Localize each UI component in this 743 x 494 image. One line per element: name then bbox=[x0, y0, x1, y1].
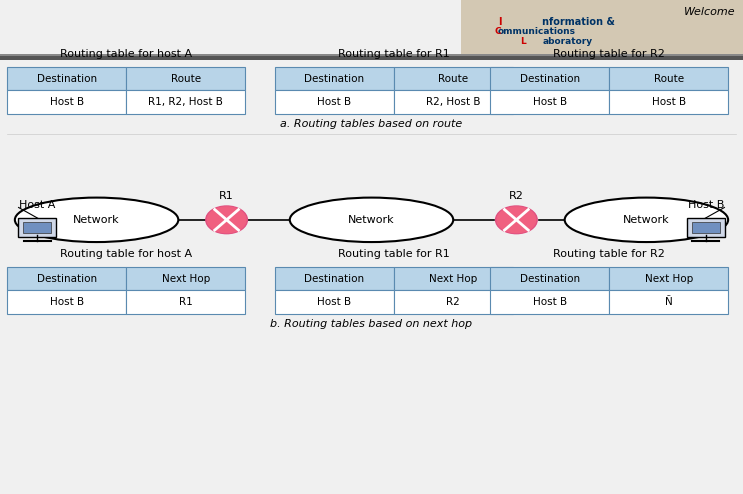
FancyBboxPatch shape bbox=[490, 290, 609, 314]
Text: R1, R2, Host B: R1, R2, Host B bbox=[149, 97, 223, 107]
FancyBboxPatch shape bbox=[126, 267, 245, 290]
FancyBboxPatch shape bbox=[275, 90, 394, 114]
Text: Routing table for host A: Routing table for host A bbox=[60, 249, 192, 259]
Text: Destination: Destination bbox=[305, 74, 364, 83]
Text: Host B: Host B bbox=[317, 97, 351, 107]
Text: Routing table for R1: Routing table for R1 bbox=[338, 249, 450, 259]
Text: C: C bbox=[494, 27, 501, 36]
FancyBboxPatch shape bbox=[0, 56, 743, 60]
Circle shape bbox=[496, 206, 537, 234]
Text: Route: Route bbox=[171, 74, 201, 83]
Text: R2, Host B: R2, Host B bbox=[426, 97, 481, 107]
Text: R1: R1 bbox=[219, 191, 234, 201]
FancyBboxPatch shape bbox=[692, 222, 719, 233]
FancyBboxPatch shape bbox=[0, 54, 743, 57]
FancyBboxPatch shape bbox=[7, 90, 126, 114]
Text: a. Routing tables based on route: a. Routing tables based on route bbox=[280, 119, 463, 129]
Text: ommunications: ommunications bbox=[498, 27, 576, 36]
Text: Destination: Destination bbox=[520, 74, 580, 83]
Text: Host B: Host B bbox=[533, 97, 567, 107]
Text: Host B: Host B bbox=[533, 297, 567, 307]
Text: Host B: Host B bbox=[652, 97, 686, 107]
Text: Host A: Host A bbox=[19, 201, 55, 210]
Text: Welcome: Welcome bbox=[684, 7, 736, 17]
FancyBboxPatch shape bbox=[126, 67, 245, 90]
FancyBboxPatch shape bbox=[126, 290, 245, 314]
Text: Network: Network bbox=[348, 215, 395, 225]
FancyBboxPatch shape bbox=[275, 67, 394, 90]
FancyBboxPatch shape bbox=[687, 218, 725, 237]
Circle shape bbox=[497, 207, 536, 233]
FancyBboxPatch shape bbox=[7, 67, 126, 90]
Ellipse shape bbox=[15, 198, 178, 242]
Text: Destination: Destination bbox=[305, 274, 364, 284]
Ellipse shape bbox=[565, 198, 728, 242]
FancyBboxPatch shape bbox=[609, 67, 728, 90]
FancyBboxPatch shape bbox=[7, 290, 126, 314]
Text: Host B: Host B bbox=[317, 297, 351, 307]
Text: I: I bbox=[498, 17, 502, 27]
Text: L: L bbox=[520, 37, 526, 46]
Text: Route: Route bbox=[654, 74, 684, 83]
Text: Destination: Destination bbox=[37, 74, 97, 83]
FancyBboxPatch shape bbox=[609, 90, 728, 114]
Text: Host B: Host B bbox=[50, 297, 84, 307]
FancyBboxPatch shape bbox=[394, 267, 513, 290]
Circle shape bbox=[207, 207, 246, 233]
Text: Next Hop: Next Hop bbox=[162, 274, 210, 284]
FancyBboxPatch shape bbox=[490, 67, 609, 90]
Text: Routing table for R2: Routing table for R2 bbox=[554, 49, 665, 59]
Text: Routing table for R1: Routing table for R1 bbox=[338, 49, 450, 59]
Text: R2: R2 bbox=[509, 191, 524, 201]
Text: R2: R2 bbox=[447, 297, 460, 307]
Text: Network: Network bbox=[74, 215, 120, 225]
Text: Next Hop: Next Hop bbox=[429, 274, 477, 284]
Text: Routing table for R2: Routing table for R2 bbox=[554, 249, 665, 259]
FancyBboxPatch shape bbox=[7, 267, 126, 290]
Text: R1: R1 bbox=[179, 297, 192, 307]
FancyBboxPatch shape bbox=[24, 222, 51, 233]
FancyBboxPatch shape bbox=[275, 267, 394, 290]
Text: Destination: Destination bbox=[37, 274, 97, 284]
Circle shape bbox=[206, 206, 247, 234]
Text: Routing table for host A: Routing table for host A bbox=[60, 49, 192, 59]
Text: Next Hop: Next Hop bbox=[645, 274, 692, 284]
FancyBboxPatch shape bbox=[394, 90, 513, 114]
FancyBboxPatch shape bbox=[394, 290, 513, 314]
Ellipse shape bbox=[290, 198, 453, 242]
Text: Ñ: Ñ bbox=[665, 297, 672, 307]
Text: Destination: Destination bbox=[520, 274, 580, 284]
FancyBboxPatch shape bbox=[490, 90, 609, 114]
FancyBboxPatch shape bbox=[609, 267, 728, 290]
FancyBboxPatch shape bbox=[490, 267, 609, 290]
FancyBboxPatch shape bbox=[394, 67, 513, 90]
FancyBboxPatch shape bbox=[609, 290, 728, 314]
FancyBboxPatch shape bbox=[126, 90, 245, 114]
FancyBboxPatch shape bbox=[275, 290, 394, 314]
Text: Network: Network bbox=[623, 215, 669, 225]
Text: Host B: Host B bbox=[50, 97, 84, 107]
FancyBboxPatch shape bbox=[18, 218, 56, 237]
Text: Route: Route bbox=[438, 74, 468, 83]
Text: aboratory: aboratory bbox=[542, 37, 592, 46]
Text: Host B: Host B bbox=[688, 201, 724, 210]
Text: b. Routing tables based on next hop: b. Routing tables based on next hop bbox=[270, 319, 473, 329]
FancyBboxPatch shape bbox=[461, 0, 743, 54]
Text: nformation &: nformation & bbox=[542, 17, 615, 27]
